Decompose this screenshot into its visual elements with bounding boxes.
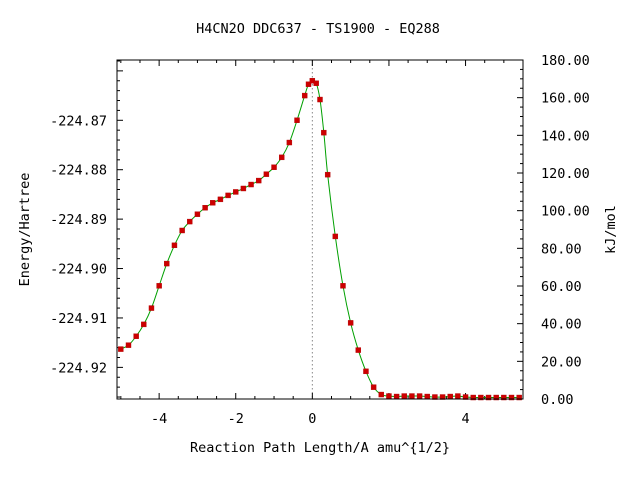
y2-axis-label: kJ/mol bbox=[603, 205, 619, 254]
data-point bbox=[432, 394, 438, 400]
data-point bbox=[462, 394, 469, 400]
y2-tick-label: 60.00 bbox=[541, 279, 582, 295]
data-point bbox=[217, 196, 224, 203]
data-point bbox=[271, 164, 277, 170]
data-point bbox=[125, 342, 132, 348]
data-point bbox=[355, 347, 362, 353]
y-tick-label: -224.91 bbox=[50, 311, 107, 327]
data-point bbox=[447, 393, 453, 400]
data-point bbox=[378, 391, 384, 398]
energy-curve bbox=[120, 80, 520, 399]
x-tick-label: 4 bbox=[461, 411, 469, 427]
data-point bbox=[194, 211, 201, 217]
data-point bbox=[317, 96, 323, 103]
data-point bbox=[179, 227, 185, 234]
data-point bbox=[455, 393, 461, 399]
x-tick-label: -2 bbox=[228, 411, 244, 427]
data-point bbox=[470, 394, 476, 401]
x-tick-label: -4 bbox=[151, 411, 167, 427]
data-point bbox=[118, 346, 124, 352]
data-point bbox=[485, 394, 492, 401]
data-point bbox=[263, 171, 270, 177]
y-tick-label: -224.88 bbox=[50, 163, 107, 179]
x-tick-label: 0 bbox=[308, 411, 316, 427]
data-point bbox=[141, 321, 147, 328]
data-point bbox=[256, 177, 262, 184]
x-axis-label: Reaction Path Length/A amu^{1/2} bbox=[190, 440, 450, 456]
data-point bbox=[148, 305, 155, 311]
data-point bbox=[187, 218, 193, 225]
plot-frame bbox=[116, 59, 524, 400]
data-point bbox=[278, 154, 285, 161]
y-axis-label: Energy/Hartree bbox=[17, 173, 33, 287]
data-point bbox=[416, 393, 423, 399]
data-point bbox=[347, 320, 354, 326]
y-tick-label: -224.87 bbox=[50, 113, 107, 129]
chart-title: H4CN2O DDC637 - TS1900 - EQ288 bbox=[196, 21, 440, 37]
data-point bbox=[516, 394, 522, 401]
data-point bbox=[210, 200, 216, 206]
y2-tick-label: 100.00 bbox=[541, 204, 590, 220]
data-point bbox=[301, 92, 308, 99]
data-point bbox=[401, 393, 407, 399]
data-point bbox=[233, 189, 239, 195]
data-point bbox=[313, 80, 319, 86]
y2-tick-label: 160.00 bbox=[541, 91, 590, 107]
data-point bbox=[240, 185, 247, 192]
y2-tick-label: 140.00 bbox=[541, 128, 590, 144]
data-point bbox=[340, 283, 346, 289]
data-point bbox=[156, 283, 162, 289]
data-point bbox=[478, 394, 484, 401]
plot-area: -4 -2 0 4 -224.87 -224.88 -224.89 -224.90 -224.9… bbox=[50, 53, 590, 427]
data-point bbox=[164, 260, 170, 267]
data-point bbox=[202, 205, 208, 211]
data-point bbox=[286, 139, 293, 146]
data-point bbox=[171, 242, 178, 249]
data-point bbox=[133, 333, 139, 339]
data-point bbox=[386, 393, 392, 399]
data-point bbox=[363, 368, 369, 375]
data-point bbox=[493, 394, 499, 401]
data-point bbox=[294, 117, 300, 123]
y2-tick-label: 180.00 bbox=[541, 53, 590, 69]
data-point bbox=[324, 171, 331, 178]
y2-tick-label: 20.00 bbox=[541, 354, 582, 370]
data-point bbox=[332, 233, 339, 240]
y-tick-label: -224.92 bbox=[50, 360, 107, 376]
data-point bbox=[409, 393, 415, 399]
data-point bbox=[321, 129, 327, 136]
data-point bbox=[508, 394, 515, 401]
data-point bbox=[501, 394, 507, 401]
data-point bbox=[393, 393, 400, 400]
data-point bbox=[225, 192, 231, 199]
data-point bbox=[439, 394, 446, 400]
y2-tick-label: 0.00 bbox=[541, 392, 574, 408]
data-point bbox=[424, 393, 430, 400]
data-point bbox=[248, 181, 254, 188]
data-point bbox=[305, 81, 312, 87]
y-tick-label: -224.89 bbox=[50, 212, 107, 228]
y-tick-label: -224.90 bbox=[50, 262, 107, 278]
y2-tick-label: 40.00 bbox=[541, 317, 582, 333]
y2-tick-label: 120.00 bbox=[541, 166, 590, 182]
y2-tick-label: 80.00 bbox=[541, 241, 582, 257]
data-point bbox=[370, 384, 377, 390]
